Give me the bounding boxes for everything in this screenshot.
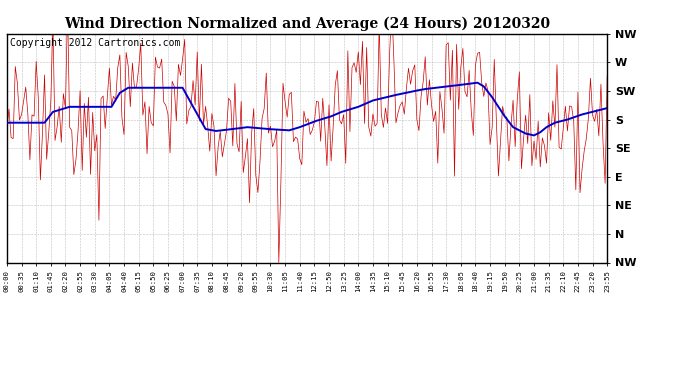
Text: Copyright 2012 Cartronics.com: Copyright 2012 Cartronics.com [10,38,180,48]
Title: Wind Direction Normalized and Average (24 Hours) 20120320: Wind Direction Normalized and Average (2… [64,17,550,31]
